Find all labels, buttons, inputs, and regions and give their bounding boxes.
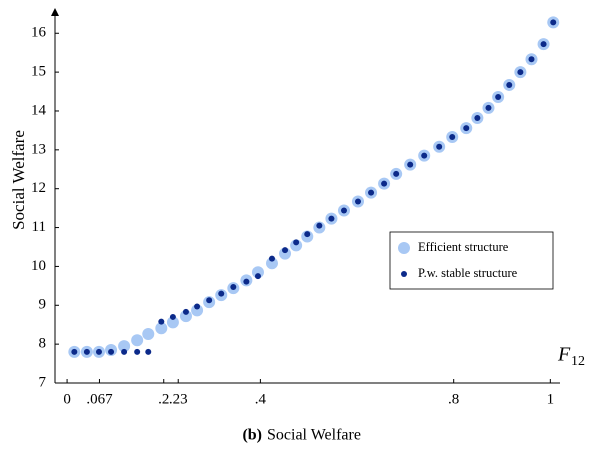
x-tick-label: 1: [547, 391, 555, 407]
point: [142, 328, 155, 341]
point: [485, 104, 492, 111]
y-tick-label: 11: [32, 219, 46, 235]
y-axis-arrow: [51, 8, 59, 16]
point: [550, 19, 557, 26]
y-tick-label: 9: [39, 297, 47, 313]
point: [474, 114, 481, 121]
point: [421, 152, 428, 159]
y-tick-label: 15: [31, 64, 46, 80]
point: [290, 239, 303, 252]
point: [134, 348, 141, 355]
y-tick-label: 14: [31, 102, 47, 118]
point: [169, 313, 176, 320]
point: [265, 257, 278, 270]
point: [118, 340, 131, 353]
point: [251, 266, 264, 279]
legend-marker: [401, 271, 407, 277]
point: [495, 93, 502, 100]
point: [254, 273, 261, 280]
point: [368, 189, 375, 196]
x-tick-label: .2: [158, 391, 169, 407]
point: [393, 170, 400, 177]
point: [449, 134, 456, 141]
point: [158, 318, 165, 325]
point: [206, 297, 213, 304]
point: [436, 143, 443, 150]
legend-label: Efficient structure: [418, 240, 509, 254]
point: [230, 284, 237, 291]
point: [355, 198, 361, 205]
legend-marker: [398, 242, 410, 254]
point: [268, 255, 275, 262]
x-tick-label: .8: [448, 391, 459, 407]
point: [517, 69, 524, 76]
point: [166, 316, 179, 329]
y-tick-label: 16: [31, 25, 47, 41]
y-axis-label: Social Welfare: [9, 130, 28, 230]
point: [279, 247, 292, 260]
point: [218, 290, 225, 297]
point: [316, 222, 323, 229]
x-tick-label: .067: [86, 391, 113, 407]
legend-box: [389, 231, 554, 290]
x-tick-label: .4: [255, 391, 267, 407]
point: [131, 334, 144, 347]
point: [179, 310, 192, 323]
point: [506, 81, 513, 88]
y-tick-label: 7: [39, 374, 47, 390]
point: [108, 348, 115, 355]
point: [71, 348, 78, 355]
x-tick-label: .23: [169, 391, 188, 407]
y-tick-label: 12: [31, 180, 46, 196]
caption: Social Welfare: [267, 427, 361, 444]
point: [145, 348, 152, 355]
point: [121, 348, 128, 355]
x-axis-label-sub: 12: [571, 354, 585, 369]
point: [328, 215, 335, 222]
point: [407, 161, 414, 168]
y-tick-label: 10: [31, 258, 46, 274]
point: [381, 180, 388, 187]
point: [340, 207, 347, 214]
point: [95, 348, 102, 355]
point: [155, 322, 168, 335]
point: [282, 247, 289, 254]
y-tick-label: 13: [31, 141, 46, 157]
point: [83, 348, 90, 355]
point: [182, 308, 189, 315]
point: [243, 278, 250, 285]
x-axis-label: F: [557, 344, 571, 366]
point: [304, 231, 311, 238]
y-tick-label: 8: [39, 336, 47, 352]
point: [540, 41, 547, 48]
point: [463, 125, 470, 132]
point: [194, 303, 201, 310]
legend-label: P.w. stable structure: [418, 266, 518, 280]
caption-tag: (b): [242, 427, 262, 444]
point: [528, 56, 535, 63]
point: [191, 304, 204, 317]
point: [293, 239, 300, 246]
x-tick-label: 0: [63, 391, 71, 407]
